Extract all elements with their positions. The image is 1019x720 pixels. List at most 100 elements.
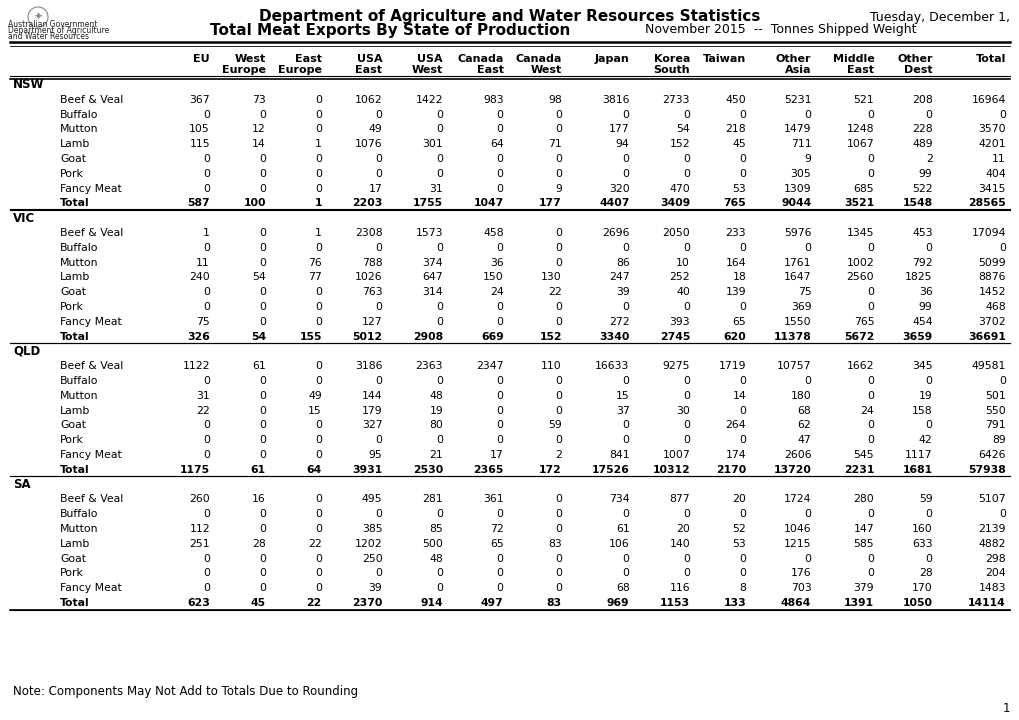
Text: 1825: 1825: [904, 272, 931, 282]
Text: 152: 152: [668, 139, 690, 149]
Text: 1755: 1755: [413, 199, 442, 208]
Text: 5099: 5099: [977, 258, 1005, 268]
Text: 0: 0: [203, 287, 210, 297]
Text: Beef & Veal: Beef & Veal: [60, 228, 123, 238]
Text: 250: 250: [362, 554, 382, 564]
Text: 1202: 1202: [355, 539, 382, 549]
Text: 130: 130: [541, 272, 561, 282]
Text: 0: 0: [203, 583, 210, 593]
Text: 59: 59: [547, 420, 561, 431]
Text: 0: 0: [496, 125, 503, 135]
Text: 0: 0: [436, 435, 442, 445]
Text: 65: 65: [489, 539, 503, 549]
Text: 1662: 1662: [846, 361, 873, 372]
Text: 633: 633: [911, 539, 931, 549]
Text: 0: 0: [924, 243, 931, 253]
Text: November 2015  --  Tonnes Shipped Weight: November 2015 -- Tonnes Shipped Weight: [644, 24, 916, 37]
Text: 0: 0: [259, 243, 266, 253]
Text: 305: 305: [790, 168, 810, 179]
Text: 133: 133: [722, 598, 745, 608]
Text: 0: 0: [375, 302, 382, 312]
Text: 1724: 1724: [783, 495, 810, 505]
Text: 791: 791: [984, 420, 1005, 431]
Text: 45: 45: [251, 598, 266, 608]
Text: 0: 0: [259, 184, 266, 194]
Text: 3931: 3931: [352, 465, 382, 474]
Text: 0: 0: [739, 154, 745, 164]
Text: 65: 65: [732, 317, 745, 327]
Text: 0: 0: [554, 435, 561, 445]
Text: Australian Government: Australian Government: [8, 20, 97, 29]
Text: 0: 0: [554, 524, 561, 534]
Text: 765: 765: [853, 317, 873, 327]
Text: 0: 0: [315, 568, 322, 578]
Text: 1550: 1550: [783, 317, 810, 327]
Text: 0: 0: [315, 184, 322, 194]
Text: 5231: 5231: [783, 95, 810, 105]
Text: USA: USA: [357, 54, 382, 64]
Text: 22: 22: [307, 598, 322, 608]
Text: 2733: 2733: [662, 95, 690, 105]
Text: 3816: 3816: [601, 95, 629, 105]
Text: 0: 0: [496, 568, 503, 578]
Text: 0: 0: [203, 420, 210, 431]
Text: 68: 68: [797, 405, 810, 415]
Text: 453: 453: [911, 228, 931, 238]
Text: 1479: 1479: [783, 125, 810, 135]
Text: 669: 669: [480, 332, 503, 341]
Text: 36: 36: [489, 258, 503, 268]
Text: West: West: [234, 54, 266, 64]
Text: 5012: 5012: [352, 332, 382, 341]
Text: 0: 0: [315, 495, 322, 505]
Text: 2308: 2308: [355, 228, 382, 238]
Text: 0: 0: [259, 568, 266, 578]
Text: 1391: 1391: [844, 598, 873, 608]
Text: 0: 0: [375, 109, 382, 120]
Text: 545: 545: [853, 450, 873, 460]
Text: 170: 170: [911, 583, 931, 593]
Text: Total: Total: [60, 332, 90, 341]
Text: 1: 1: [315, 228, 322, 238]
Text: 0: 0: [259, 509, 266, 519]
Text: 0: 0: [315, 435, 322, 445]
Text: 140: 140: [668, 539, 690, 549]
Text: Department of Agriculture and Water Resources Statistics: Department of Agriculture and Water Reso…: [259, 9, 760, 24]
Text: Buffalo: Buffalo: [60, 509, 99, 519]
Text: 369: 369: [790, 302, 810, 312]
Text: 501: 501: [984, 391, 1005, 401]
Text: 9044: 9044: [781, 199, 810, 208]
Text: 0: 0: [866, 568, 873, 578]
Text: 0: 0: [554, 583, 561, 593]
Text: 17: 17: [489, 450, 503, 460]
Text: 31: 31: [429, 184, 442, 194]
Text: 2347: 2347: [476, 361, 503, 372]
Text: 28565: 28565: [967, 199, 1005, 208]
Text: 16964: 16964: [971, 95, 1005, 105]
Text: Fancy Meat: Fancy Meat: [60, 184, 121, 194]
Text: 1175: 1175: [179, 465, 210, 474]
Text: 0: 0: [315, 154, 322, 164]
Text: 9: 9: [804, 154, 810, 164]
Text: 0: 0: [375, 509, 382, 519]
Text: 115: 115: [190, 139, 210, 149]
Text: 454: 454: [911, 317, 931, 327]
Text: 53: 53: [732, 184, 745, 194]
Text: Mutton: Mutton: [60, 524, 99, 534]
Text: 0: 0: [683, 435, 690, 445]
Text: 0: 0: [496, 184, 503, 194]
Text: 458: 458: [483, 228, 503, 238]
Text: 1050: 1050: [902, 598, 931, 608]
Text: 75: 75: [196, 317, 210, 327]
Text: Buffalo: Buffalo: [60, 109, 99, 120]
Text: 86: 86: [615, 258, 629, 268]
Text: 164: 164: [725, 258, 745, 268]
Text: 0: 0: [554, 243, 561, 253]
Text: 80: 80: [429, 420, 442, 431]
Text: 495: 495: [362, 495, 382, 505]
Text: 0: 0: [203, 302, 210, 312]
Text: 0: 0: [554, 302, 561, 312]
Text: Pork: Pork: [60, 302, 84, 312]
Text: 98: 98: [547, 95, 561, 105]
Text: 18: 18: [732, 272, 745, 282]
Text: 16: 16: [252, 495, 266, 505]
